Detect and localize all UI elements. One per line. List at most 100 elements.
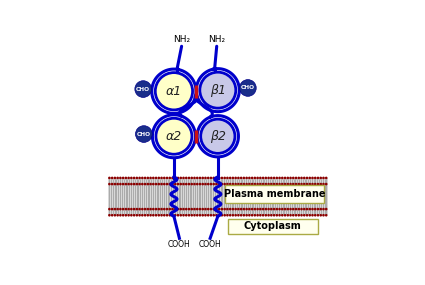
Circle shape [275,208,278,210]
Circle shape [207,183,210,186]
Circle shape [322,214,325,217]
Circle shape [122,208,125,210]
Circle shape [171,183,174,186]
Circle shape [201,177,204,179]
Circle shape [259,183,262,186]
Circle shape [314,177,317,179]
Circle shape [188,177,190,179]
Circle shape [218,177,221,179]
Circle shape [212,177,215,179]
Circle shape [141,177,144,179]
Circle shape [201,183,204,186]
Circle shape [108,183,111,186]
Circle shape [284,183,286,186]
Circle shape [193,183,196,186]
Text: NH₂: NH₂ [208,35,225,44]
Circle shape [232,214,234,217]
Circle shape [144,214,146,217]
Circle shape [264,177,267,179]
Circle shape [292,183,295,186]
Circle shape [262,208,264,210]
Circle shape [133,183,136,186]
Circle shape [295,208,298,210]
Circle shape [166,214,168,217]
Circle shape [229,177,232,179]
Circle shape [286,208,289,210]
Circle shape [300,214,303,217]
Circle shape [243,208,245,210]
Circle shape [182,177,185,179]
Circle shape [289,208,292,210]
Circle shape [144,177,146,179]
Circle shape [113,177,116,179]
Circle shape [210,214,212,217]
Circle shape [234,177,237,179]
Circle shape [119,214,122,217]
Circle shape [116,183,119,186]
Circle shape [149,183,152,186]
Circle shape [160,214,163,217]
Circle shape [226,183,229,186]
Circle shape [166,208,168,210]
Circle shape [275,177,278,179]
Circle shape [224,183,226,186]
Circle shape [311,183,314,186]
Circle shape [201,214,204,217]
Circle shape [320,208,322,210]
Circle shape [179,208,182,210]
Circle shape [278,208,281,210]
Circle shape [240,177,242,179]
Circle shape [303,214,306,217]
Circle shape [322,183,325,186]
Circle shape [309,183,311,186]
Circle shape [136,214,138,217]
Circle shape [168,208,171,210]
Circle shape [193,208,196,210]
Circle shape [232,183,234,186]
Circle shape [196,208,198,210]
Text: α1: α1 [166,85,182,98]
Circle shape [317,177,319,179]
Circle shape [171,208,174,210]
Circle shape [212,183,215,186]
Circle shape [215,208,218,210]
Circle shape [185,214,187,217]
Circle shape [314,208,317,210]
Circle shape [155,214,157,217]
Circle shape [264,208,267,210]
Circle shape [306,208,308,210]
Circle shape [221,183,223,186]
Circle shape [113,183,116,186]
Circle shape [275,214,278,217]
Circle shape [133,214,136,217]
Circle shape [171,214,174,217]
Circle shape [113,208,116,210]
Text: CHO: CHO [241,86,255,90]
Text: Cytoplasm: Cytoplasm [244,221,302,231]
Circle shape [256,183,259,186]
Circle shape [251,214,253,217]
Circle shape [226,208,229,210]
Circle shape [128,214,130,217]
Circle shape [138,183,141,186]
Circle shape [281,177,283,179]
Circle shape [262,177,264,179]
Circle shape [248,208,251,210]
Circle shape [273,177,275,179]
Circle shape [295,214,298,217]
Circle shape [136,183,138,186]
Circle shape [163,177,166,179]
Circle shape [190,177,193,179]
Text: CHO: CHO [136,87,150,91]
Circle shape [174,208,177,210]
Circle shape [130,177,133,179]
Circle shape [168,183,171,186]
Circle shape [267,208,270,210]
Circle shape [138,208,141,210]
Circle shape [174,214,177,217]
Circle shape [284,214,286,217]
Circle shape [190,214,193,217]
Text: β1: β1 [210,84,226,97]
Circle shape [267,177,270,179]
Circle shape [292,214,295,217]
